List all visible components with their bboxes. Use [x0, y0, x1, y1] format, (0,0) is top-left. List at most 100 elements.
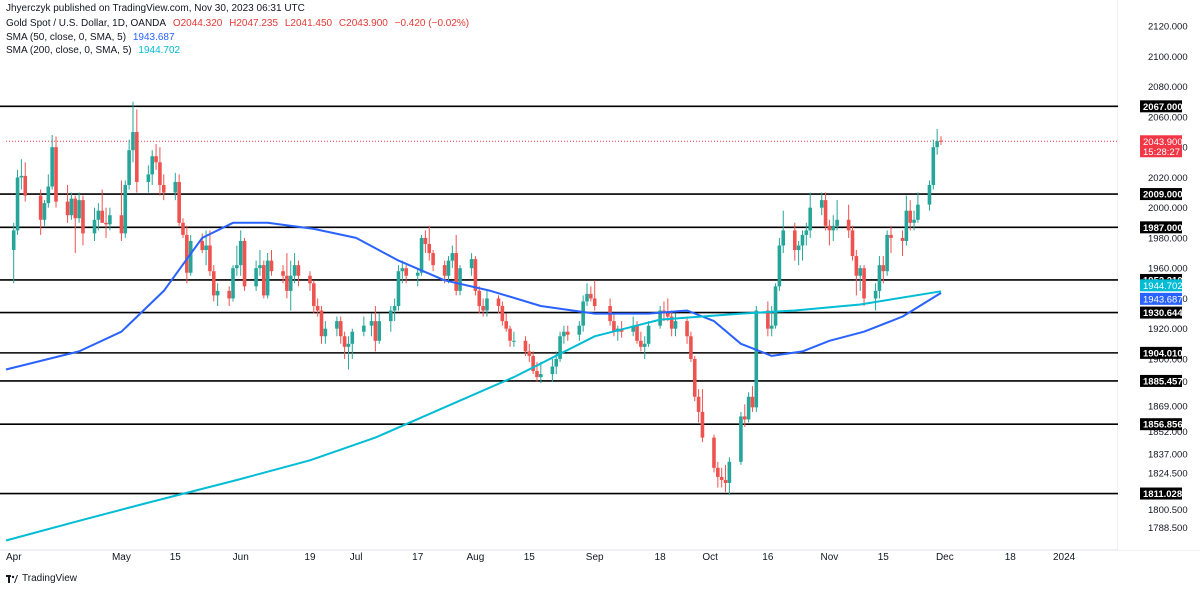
candle [135, 109, 139, 193]
y-tick-label: 1800.500 [1148, 505, 1188, 516]
candle [581, 295, 585, 332]
candle [742, 404, 747, 428]
candle [377, 313, 382, 344]
candle-body [692, 358, 697, 397]
candle-body [712, 437, 716, 468]
sma200-value: 1944.702 [138, 45, 181, 56]
candle-body [135, 132, 139, 182]
sma200-label: SMA (200, close, 0, SMA, 5) [6, 45, 132, 56]
candle [589, 286, 593, 302]
candle-body [346, 343, 351, 347]
candle-body [104, 222, 108, 225]
candle-body [889, 234, 893, 238]
candle-body [458, 268, 462, 291]
candle [69, 192, 74, 220]
candle [423, 230, 428, 254]
candle [885, 230, 889, 276]
candle-body [939, 140, 943, 142]
sma200-line [5, 290, 942, 542]
y-tick-label: 1824.500 [1148, 469, 1188, 480]
candle [100, 189, 104, 223]
sma50-label: SMA (50, close, 0, SMA, 5) [6, 32, 127, 43]
candle [796, 240, 801, 266]
time-axis[interactable]: Apr May 15 Jun 19 Jul 17 Aug 15 Sep 18 Oct 16 Nov 15 De… [6, 552, 1076, 563]
candle [781, 210, 786, 254]
candle [727, 457, 732, 496]
candle [639, 331, 643, 352]
candle-body [742, 416, 747, 420]
sma200-legend[interactable]: SMA (200, close, 0, SMA, 5) 1944.702 [6, 45, 184, 57]
candle-body [288, 275, 293, 291]
candle [150, 150, 155, 185]
candle-body [319, 310, 324, 337]
y-tick-label: 1869.000 [1148, 401, 1188, 412]
candle-body [446, 260, 451, 276]
candle [158, 147, 162, 196]
candle-body [392, 305, 397, 311]
candle [211, 265, 216, 302]
candle [658, 305, 662, 329]
candle [127, 139, 131, 190]
x-tick-label: 19 [304, 552, 316, 563]
candle-body [504, 321, 509, 329]
symbol-line: Gold Spot / U.S. Dollar, 1D, OANDA O2044… [6, 18, 473, 30]
candle-body [850, 230, 855, 257]
candle [777, 237, 782, 291]
candle [400, 260, 405, 284]
candle [185, 225, 189, 284]
candle [642, 336, 647, 359]
symbol-name[interactable]: Gold Spot / U.S. Dollar, 1D, OANDA [6, 18, 167, 29]
candle-body [700, 411, 705, 438]
sma50-legend[interactable]: SMA (50, close, 0, SMA, 5) 1943.687 [6, 32, 179, 44]
candle [312, 280, 316, 314]
candle-body [123, 184, 128, 234]
candle-body [877, 265, 882, 291]
candle-body [539, 374, 543, 378]
candle [719, 467, 724, 488]
candle-body [23, 175, 28, 196]
candle-body [292, 265, 297, 276]
candle [292, 253, 297, 284]
x-tick-label: 18 [1005, 552, 1017, 563]
candle [65, 184, 70, 223]
candle [92, 207, 97, 241]
candle [912, 210, 916, 231]
candle-body [131, 132, 135, 151]
y-tick-label: 1837.000 [1148, 450, 1188, 461]
candle-body [181, 222, 185, 235]
candle [338, 316, 343, 344]
candle [19, 159, 24, 190]
candle-body [473, 259, 478, 291]
candle-body [362, 325, 366, 332]
countdown-text: 15:28:27 [1143, 147, 1180, 158]
candle-body [804, 230, 809, 235]
candle-body [204, 245, 208, 251]
candle [123, 180, 128, 238]
candle-body [427, 243, 432, 254]
candle-body [927, 184, 932, 205]
x-tick-label: 16 [762, 552, 774, 563]
candle-body [442, 265, 447, 276]
candle [846, 204, 851, 238]
candle-body [235, 265, 239, 269]
x-tick-label: Jul [350, 552, 363, 563]
price-axis[interactable]: 2120.0002100.0002080.0002060.0002040.000… [1148, 22, 1188, 534]
candle [527, 343, 532, 362]
level-price-tag-text: 1930.644 [1143, 308, 1183, 319]
candle-body [258, 265, 262, 269]
candle-body [723, 479, 728, 483]
candle [342, 331, 347, 359]
candle-body [773, 286, 778, 326]
candle [877, 256, 882, 299]
tradingview-brand[interactable]: TradingView [6, 573, 77, 584]
candle [615, 325, 620, 341]
candle-body [831, 225, 836, 231]
candle-body [916, 204, 920, 220]
candle-body [800, 234, 805, 246]
candle [146, 165, 151, 193]
candle-body [685, 321, 689, 337]
candle [692, 355, 697, 402]
candle [154, 144, 158, 170]
level-price-tag: 1811.028 [1140, 487, 1182, 500]
